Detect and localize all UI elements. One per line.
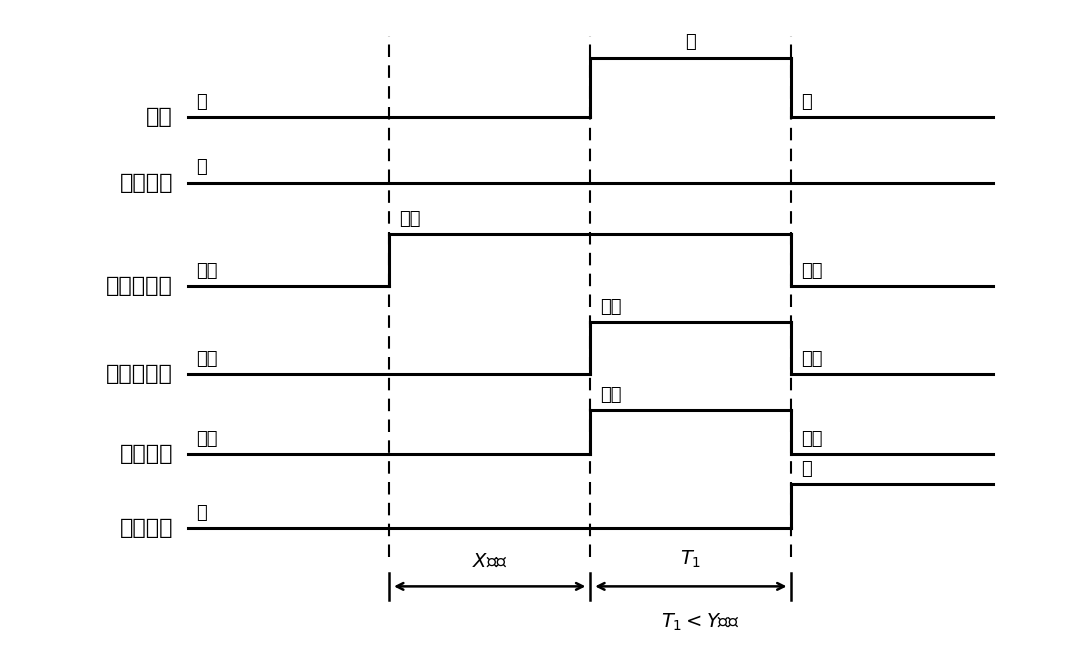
Text: 开关位置: 开关位置 — [120, 445, 173, 464]
Text: 分位: 分位 — [801, 430, 823, 449]
Text: 有: 有 — [801, 460, 812, 478]
Text: 分位: 分位 — [197, 430, 217, 449]
Text: 无压: 无压 — [801, 350, 823, 368]
Text: 有压: 有压 — [600, 299, 622, 316]
Text: 负荷侧电压: 负荷侧电压 — [106, 364, 173, 383]
Text: 正向闭锁: 正向闭锁 — [120, 518, 173, 538]
Text: 有: 有 — [197, 158, 206, 175]
Text: 有压: 有压 — [400, 211, 421, 228]
Text: 合位: 合位 — [600, 387, 622, 404]
Text: 故障记忆: 故障记忆 — [120, 173, 173, 193]
Text: 有: 有 — [686, 33, 697, 51]
Text: 无压: 无压 — [197, 262, 217, 280]
Text: $T_1 < Y$时限: $T_1 < Y$时限 — [661, 612, 741, 633]
Text: 电源侧电压: 电源侧电压 — [106, 276, 173, 295]
Text: 无压: 无压 — [197, 350, 217, 368]
Text: $T_1$: $T_1$ — [680, 549, 702, 570]
Text: 过流: 过流 — [146, 107, 173, 127]
Text: $X$时限: $X$时限 — [472, 551, 508, 570]
Text: 无: 无 — [197, 93, 206, 111]
Text: 无压: 无压 — [801, 262, 823, 280]
Text: 无: 无 — [801, 93, 812, 111]
Text: 无: 无 — [197, 504, 206, 522]
